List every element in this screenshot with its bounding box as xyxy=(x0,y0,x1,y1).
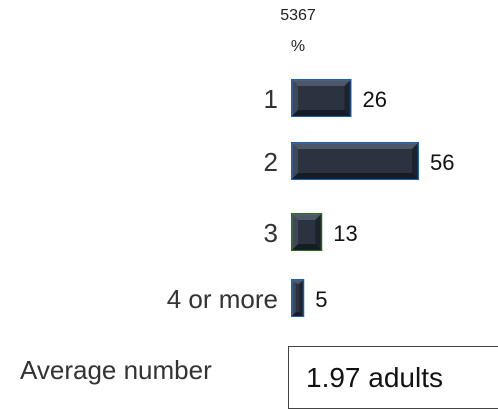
bar-chart: 1 26 2 56 3 13 4 or more 5 xyxy=(167,79,454,317)
value-label: 26 xyxy=(363,87,387,112)
bar-bevel-left xyxy=(292,80,298,116)
bar-bevel-bottom xyxy=(292,110,351,116)
average-box: 1.97 adults xyxy=(288,346,498,409)
category-label: 3 xyxy=(264,218,278,248)
category-label: 4 or more xyxy=(167,284,278,314)
value-label: 5 xyxy=(315,287,327,312)
bar-bevel-bottom xyxy=(292,173,418,179)
value-label: 56 xyxy=(430,150,454,175)
percent-unit: % xyxy=(290,38,306,55)
average-label: Average number xyxy=(20,355,212,385)
bar-bevel-left xyxy=(292,143,298,179)
base-count: 5367 xyxy=(280,7,316,24)
bar-bevel-top xyxy=(292,80,351,86)
bar-bevel-left xyxy=(292,214,298,250)
bar-bevel-top xyxy=(292,143,418,149)
category-label: 2 xyxy=(264,147,278,177)
bar-bevel-right xyxy=(412,143,418,179)
value-label: 13 xyxy=(333,221,357,246)
bar-bevel-top xyxy=(292,214,322,220)
bar-bevel-right xyxy=(315,214,322,250)
average-value: 1.97 adults xyxy=(306,362,443,393)
bar-bevel-bottom xyxy=(292,244,322,250)
bar-bevel-right xyxy=(344,80,351,116)
bar-bevel-left xyxy=(292,280,296,316)
bar-bevel-right xyxy=(299,280,304,316)
category-label: 1 xyxy=(264,84,278,114)
